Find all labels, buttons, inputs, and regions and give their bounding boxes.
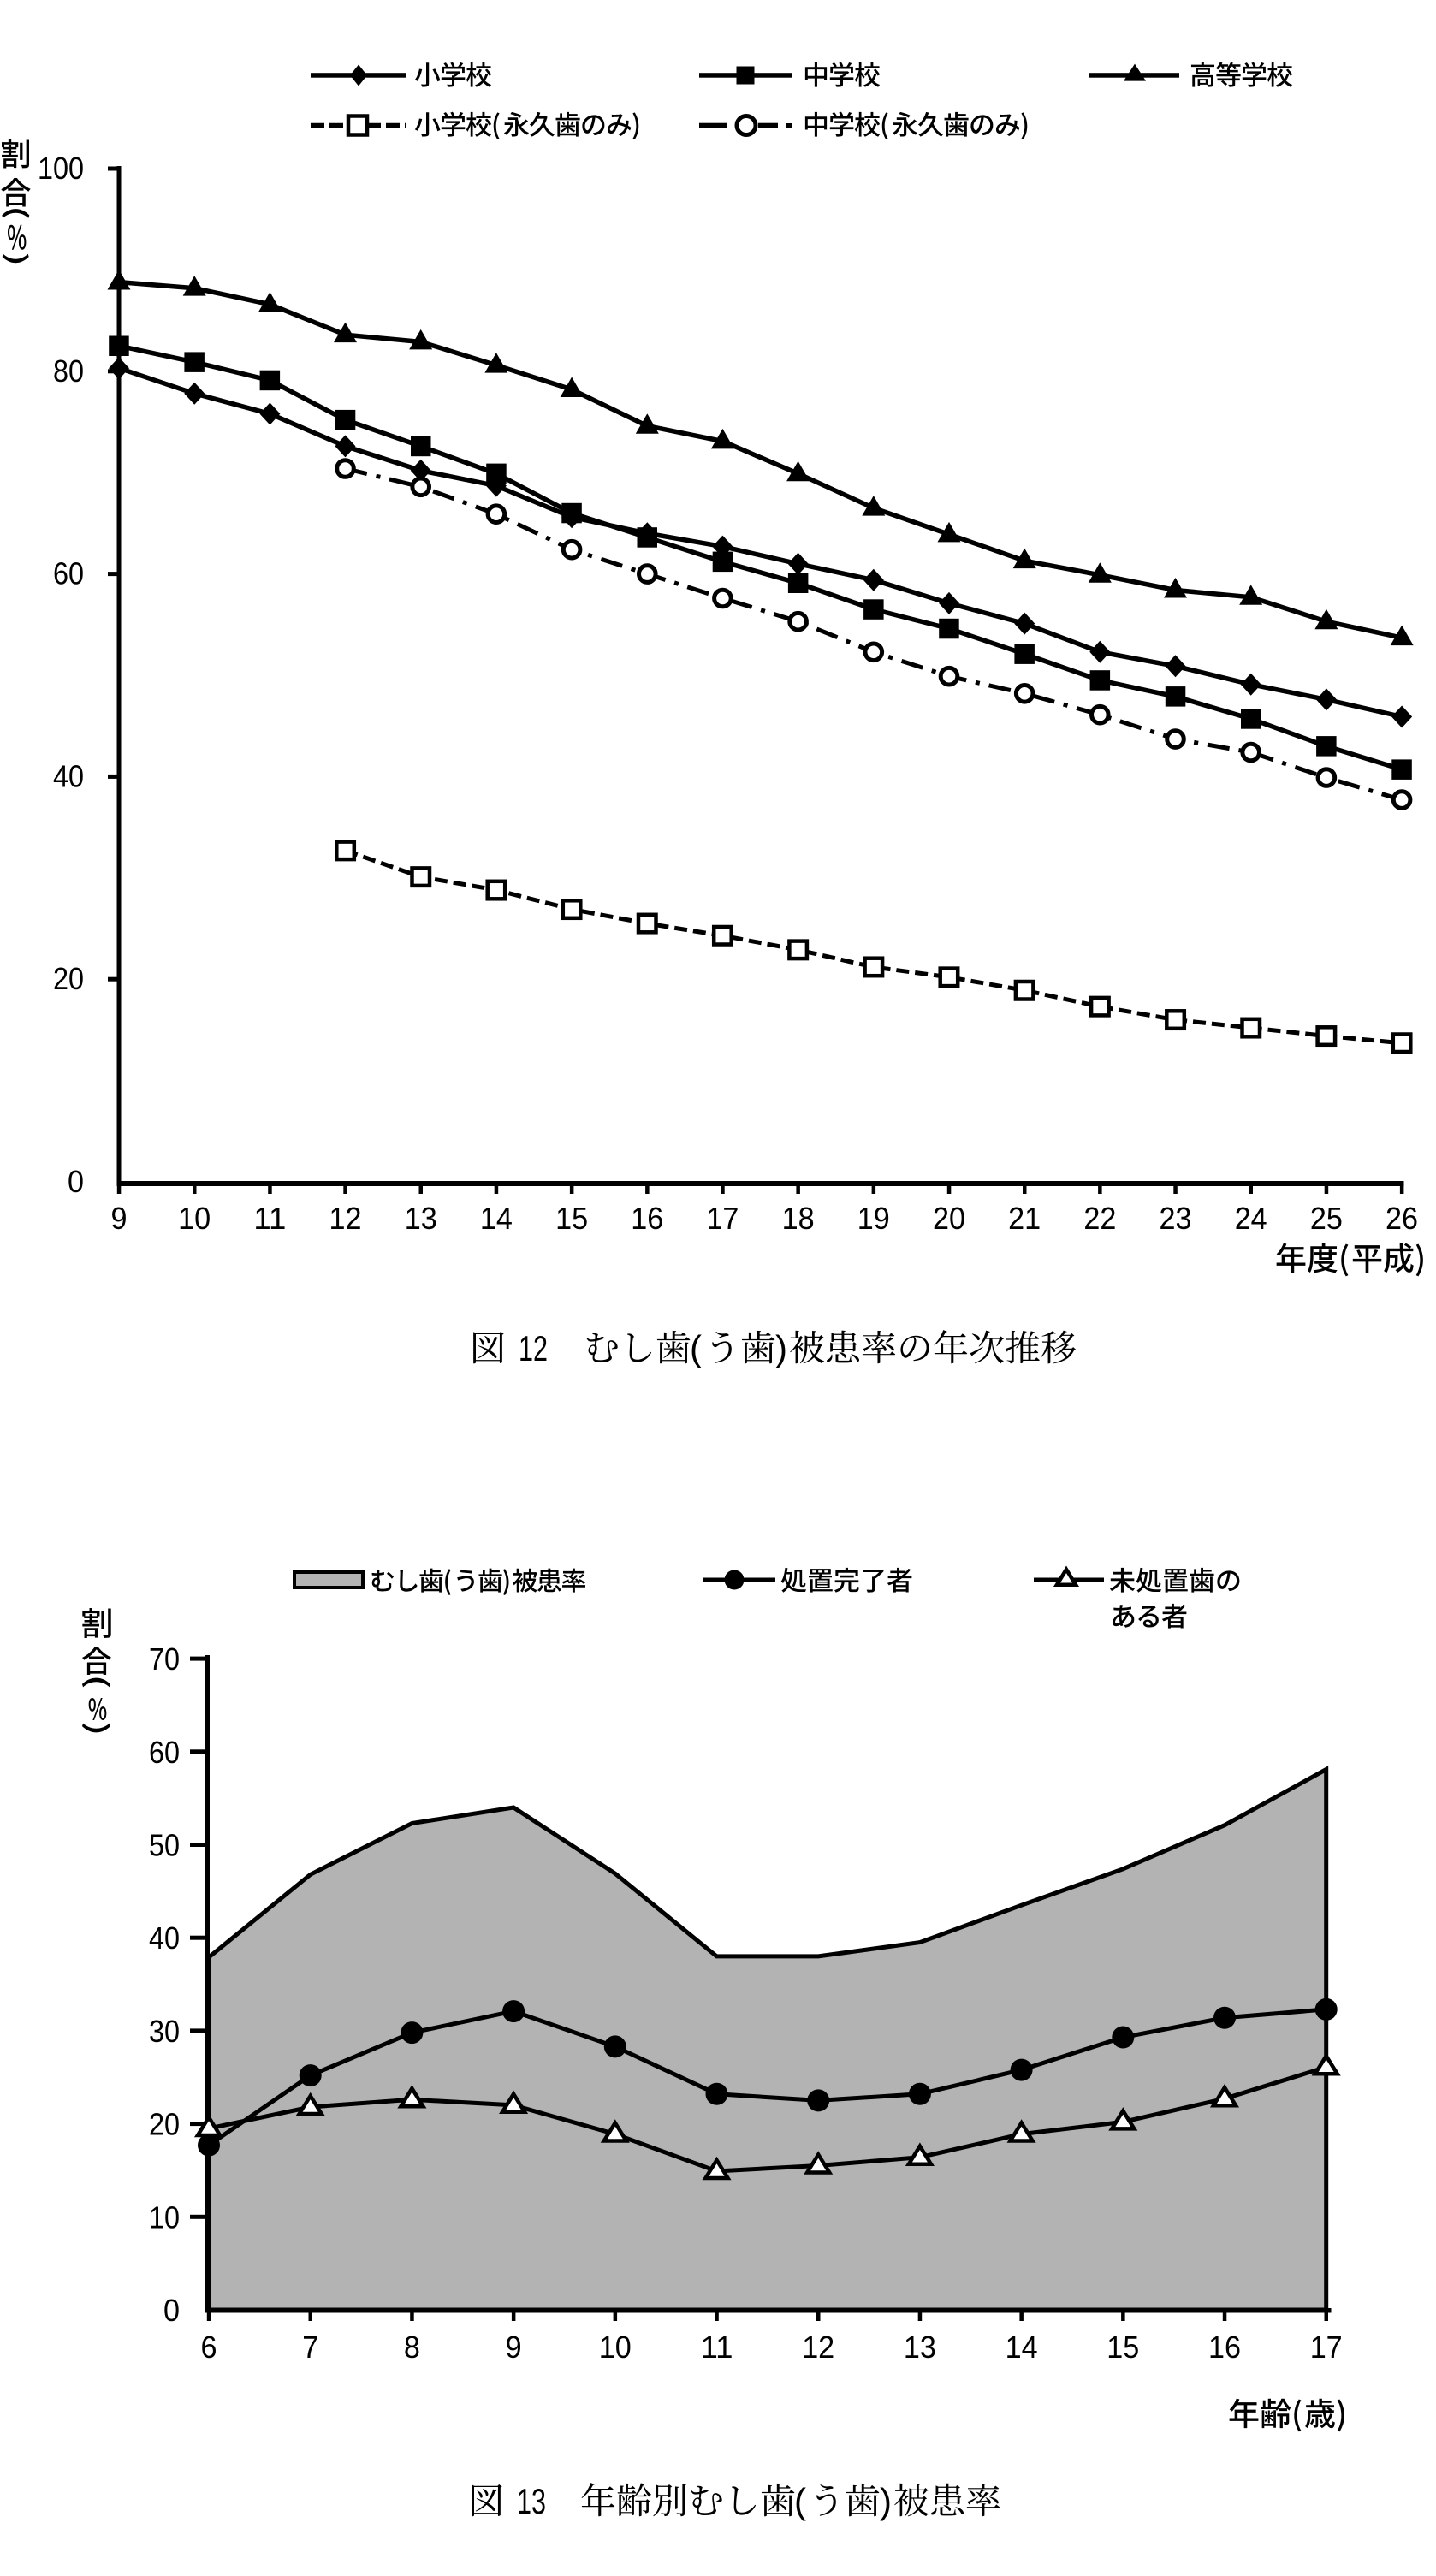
svg-text:10: 10 <box>149 2199 180 2235</box>
svg-text:7: 7 <box>302 2330 318 2365</box>
svg-text:12: 12 <box>519 1328 548 1368</box>
svg-text:17: 17 <box>1310 2330 1343 2365</box>
svg-text:10: 10 <box>599 2330 632 2365</box>
svg-text:8: 8 <box>404 2330 420 2365</box>
svg-text:17: 17 <box>706 1201 739 1236</box>
svg-text:25: 25 <box>1310 1201 1343 1236</box>
svg-text:12: 12 <box>329 1201 362 1236</box>
svg-text:11: 11 <box>701 2330 733 2365</box>
svg-text:16: 16 <box>1208 2330 1241 2365</box>
svg-text:(: ( <box>794 2481 806 2521</box>
svg-text:10: 10 <box>178 1201 211 1236</box>
svg-text:40: 40 <box>53 758 84 793</box>
svg-text:13: 13 <box>517 2481 546 2521</box>
svg-text:40: 40 <box>149 1920 180 1956</box>
svg-text:30: 30 <box>149 2014 180 2049</box>
svg-text:50: 50 <box>149 1828 180 1863</box>
svg-text:9: 9 <box>111 1201 128 1236</box>
svg-text:14: 14 <box>480 1201 513 1236</box>
svg-text:14: 14 <box>1006 2330 1038 2365</box>
svg-text:15: 15 <box>1107 2330 1139 2365</box>
svg-text:0: 0 <box>163 2293 180 2328</box>
svg-text:26: 26 <box>1386 1201 1418 1236</box>
svg-text:16: 16 <box>631 1201 663 1236</box>
svg-text:18: 18 <box>782 1201 815 1236</box>
svg-text:21: 21 <box>1008 1201 1041 1236</box>
svg-text:60: 60 <box>149 1735 180 1770</box>
svg-text:23: 23 <box>1160 1201 1192 1236</box>
svg-text:19: 19 <box>857 1201 890 1236</box>
svg-text:100: 100 <box>38 151 84 186</box>
svg-text:(: ( <box>690 1328 702 1368</box>
svg-text:60: 60 <box>53 556 84 591</box>
svg-text:24: 24 <box>1235 1201 1267 1236</box>
svg-text:13: 13 <box>904 2330 936 2365</box>
svg-text:12: 12 <box>802 2330 834 2365</box>
svg-text:20: 20 <box>933 1201 965 1236</box>
svg-text:9: 9 <box>506 2330 522 2365</box>
svg-text:0: 0 <box>68 1164 84 1199</box>
svg-text:22: 22 <box>1083 1201 1116 1236</box>
svg-text:20: 20 <box>149 2107 180 2142</box>
svg-text:13: 13 <box>405 1201 437 1236</box>
svg-text:): ) <box>880 2481 892 2521</box>
svg-text:20: 20 <box>53 961 84 996</box>
svg-text:15: 15 <box>555 1201 588 1236</box>
svg-text:6: 6 <box>201 2330 217 2365</box>
svg-text:70: 70 <box>149 1641 180 1677</box>
svg-text:11: 11 <box>253 1201 286 1236</box>
svg-text:80: 80 <box>53 353 84 389</box>
svg-text:): ) <box>775 1328 787 1368</box>
